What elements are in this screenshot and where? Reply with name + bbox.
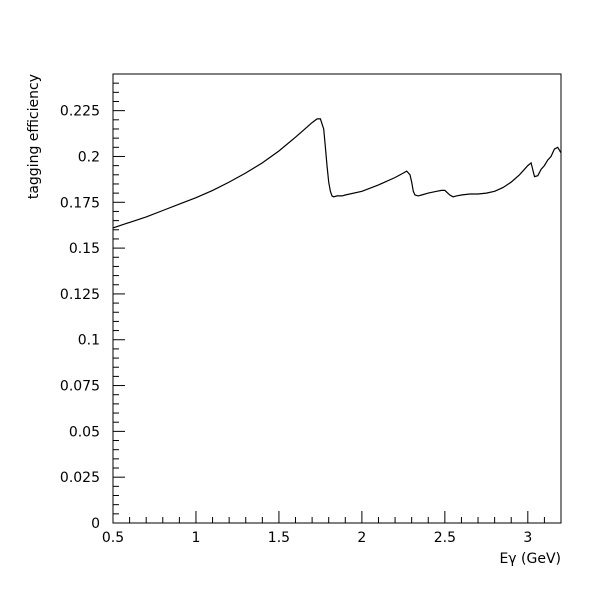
y-tick-label: 0.05: [69, 424, 100, 440]
x-tick-label: 2.5: [434, 530, 456, 546]
y-tick-label: 0.2: [78, 149, 100, 165]
y-tick-label: 0.125: [60, 287, 100, 303]
y-tick-label: 0.075: [60, 379, 100, 395]
x-tick-label: 3: [523, 530, 532, 546]
y-tick-label: 0.1: [78, 333, 100, 349]
series-line: [112, 118, 562, 229]
axis-ticks: [112, 73, 562, 524]
y-tick-label: 0.225: [60, 104, 100, 120]
x-tick-label: 0.5: [102, 530, 124, 546]
y-tick-label: 0.025: [60, 470, 100, 486]
x-axis-label: Eγ (GeV): [499, 551, 561, 567]
y-axis-label: tagging efficiency: [26, 74, 42, 199]
tick-labels: 0.5 1 1.5 2 2.5 3 0 0.025 0.05 0.075 0.1 0.125 0.15 0…: [60, 104, 532, 546]
y-tick-label: 0.15: [69, 241, 100, 257]
x-tick-label: 1.5: [268, 530, 290, 546]
x-tick-label: 2: [357, 530, 366, 546]
plot-frame: [112, 73, 562, 524]
y-tick-label: 0: [91, 516, 100, 532]
x-tick-label: 1: [192, 530, 201, 546]
y-tick-label: 0.175: [60, 195, 100, 211]
